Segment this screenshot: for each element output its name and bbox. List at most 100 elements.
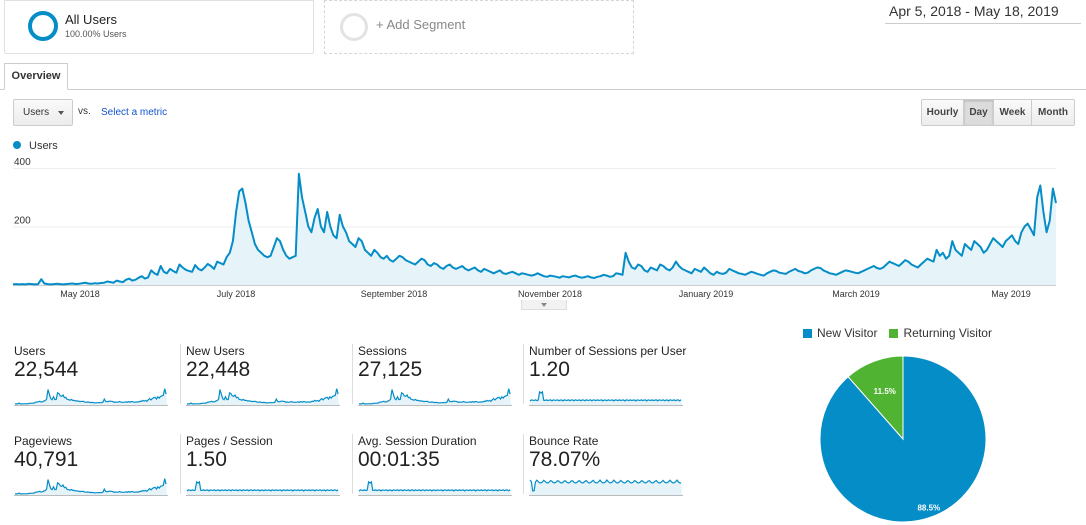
users-area-fill xyxy=(13,173,1056,285)
metric-sparkline xyxy=(358,388,512,406)
segment-all-users[interactable]: All Users 100.00% Users xyxy=(4,0,314,54)
sparkline-line xyxy=(358,480,511,492)
metric-value: 40,791 xyxy=(14,448,79,471)
tab-overview[interactable]: Overview xyxy=(4,63,68,90)
metric-tile-bounce-rate[interactable]: Bounce Rate 78.07% xyxy=(529,434,685,504)
month-button[interactable]: Month xyxy=(1032,100,1074,125)
metric-tile-pages-session[interactable]: Pages / Session 1.50 xyxy=(186,434,342,504)
metric-tile-pageviews[interactable]: Pageviews 40,791 xyxy=(14,434,170,504)
y-tick-label: 200 xyxy=(14,216,31,227)
sparkline-area xyxy=(15,388,167,405)
x-tick-label: May 2019 xyxy=(991,289,1031,299)
sparkline-area xyxy=(187,388,339,405)
metric-value: 1.20 xyxy=(529,358,570,381)
date-range-picker[interactable]: Apr 5, 2018 - May 18, 2019 xyxy=(885,0,1081,24)
segment-subtitle: 100.00% Users xyxy=(65,29,127,39)
x-tick-label: November 2018 xyxy=(518,289,582,299)
segment-ring-icon xyxy=(28,11,58,41)
legend-returning-visitor[interactable]: Returning Visitor xyxy=(889,326,992,340)
add-segment-button[interactable]: + Add Segment xyxy=(324,0,634,54)
metric-sparkline xyxy=(14,478,168,496)
add-segment-label: + Add Segment xyxy=(376,17,466,32)
x-tick-label: March 2019 xyxy=(832,289,880,299)
chart-collapse-handle[interactable] xyxy=(521,300,567,310)
tile-divider xyxy=(180,344,181,404)
select-metric-link[interactable]: Select a metric xyxy=(101,107,168,118)
sparkline-area xyxy=(187,481,339,495)
metric-sparkline xyxy=(529,479,683,496)
sparkline-line xyxy=(359,388,511,405)
chevron-down-icon xyxy=(58,111,64,115)
tab-bar-divider xyxy=(0,89,1086,90)
metric-sparkline xyxy=(186,480,340,496)
metric-value: 22,448 xyxy=(186,358,251,381)
pie-slice-label: 88.5% xyxy=(917,503,940,512)
metric-sparkline xyxy=(529,390,683,406)
metric-tile-sessions[interactable]: Sessions 27,125 xyxy=(358,344,514,414)
sparkline-area xyxy=(15,478,167,495)
week-button[interactable]: Week xyxy=(994,100,1032,125)
x-axis-labels: May 2018 July 2018 September 2018 November … xyxy=(60,289,1031,299)
visitor-pie-chart: 88.5% 11.5% xyxy=(819,355,987,523)
legend-returning-visitor-label: Returning Visitor xyxy=(903,326,992,340)
legend-new-visitor[interactable]: New Visitor xyxy=(803,326,877,340)
metric-tile-number-of-sessions-per-user[interactable]: Number of Sessions per User 1.20 xyxy=(529,344,687,414)
metric-value: 78.07% xyxy=(529,448,601,471)
tile-divider xyxy=(523,344,524,404)
metric-label: Pageviews xyxy=(14,434,73,448)
x-tick-label: July 2018 xyxy=(217,289,256,299)
tile-divider xyxy=(352,344,353,404)
metric-value: 00:01:35 xyxy=(358,448,440,471)
segment-title: All Users xyxy=(65,12,118,27)
sparkline-line xyxy=(186,480,339,492)
metric-label: Users xyxy=(14,344,46,358)
x-tick-label: September 2018 xyxy=(361,289,428,299)
new-visitor-swatch-icon xyxy=(803,329,812,338)
sparkline-area xyxy=(359,388,511,405)
metric-sparkline xyxy=(14,388,168,406)
y-axis-labels: 400 200 xyxy=(14,157,31,227)
metric-label: Avg. Session Duration xyxy=(358,434,477,448)
metric-sparkline xyxy=(186,388,340,406)
pie-slice-returning-visitor[interactable] xyxy=(847,355,904,441)
metric-label: Number of Sessions per User xyxy=(529,344,687,358)
sparkline-area xyxy=(359,481,511,495)
metric-tile-new-users[interactable]: New Users 22,448 xyxy=(186,344,342,414)
y-tick-label: 400 xyxy=(14,157,31,168)
tile-divider xyxy=(180,434,181,494)
metric-label: Pages / Session xyxy=(186,434,273,448)
users-series-line xyxy=(12,172,1057,286)
tile-divider xyxy=(352,434,353,494)
hourly-button[interactable]: Hourly xyxy=(922,100,964,125)
day-button[interactable]: Day xyxy=(964,100,994,125)
legend-new-visitor-label: New Visitor xyxy=(817,326,878,340)
pie-slice-label: 11.5% xyxy=(874,387,896,396)
x-tick-label: January 2019 xyxy=(679,289,734,299)
metric-selector-dropdown[interactable]: Users xyxy=(13,99,73,126)
metric-label: New Users xyxy=(186,344,245,358)
pie-legend: New Visitor Returning Visitor xyxy=(803,326,992,340)
vs-label: vs. xyxy=(78,106,91,117)
chart-legend: Users xyxy=(13,140,58,152)
tile-divider xyxy=(523,434,524,494)
chart-grid xyxy=(13,168,1056,286)
empty-segment-ring-icon xyxy=(340,13,368,41)
metric-value: 27,125 xyxy=(358,358,423,381)
metric-sparkline xyxy=(358,480,512,496)
metric-tile-users[interactable]: Users 22,544 xyxy=(14,344,170,414)
sparkline-line xyxy=(15,478,167,495)
chevron-down-icon xyxy=(541,303,547,307)
users-line-chart: May 2018 July 2018 September 2018 November … xyxy=(12,157,1057,299)
sparkline-area xyxy=(530,480,682,495)
metric-tile-avg-session-duration[interactable]: Avg. Session Duration 00:01:35 xyxy=(358,434,514,504)
metric-value: 22,544 xyxy=(14,358,79,381)
legend-label: Users xyxy=(29,140,58,152)
returning-visitor-swatch-icon xyxy=(889,329,899,338)
metric-selector-value: Users xyxy=(23,107,50,118)
x-tick-label: May 2018 xyxy=(60,289,100,299)
time-granularity-buttons: Hourly Day Week Month xyxy=(921,99,1075,126)
metric-label: Bounce Rate xyxy=(529,434,599,448)
metric-value: 1.50 xyxy=(186,448,227,471)
sparkline-line xyxy=(15,388,167,405)
legend-dot-icon xyxy=(13,141,21,149)
